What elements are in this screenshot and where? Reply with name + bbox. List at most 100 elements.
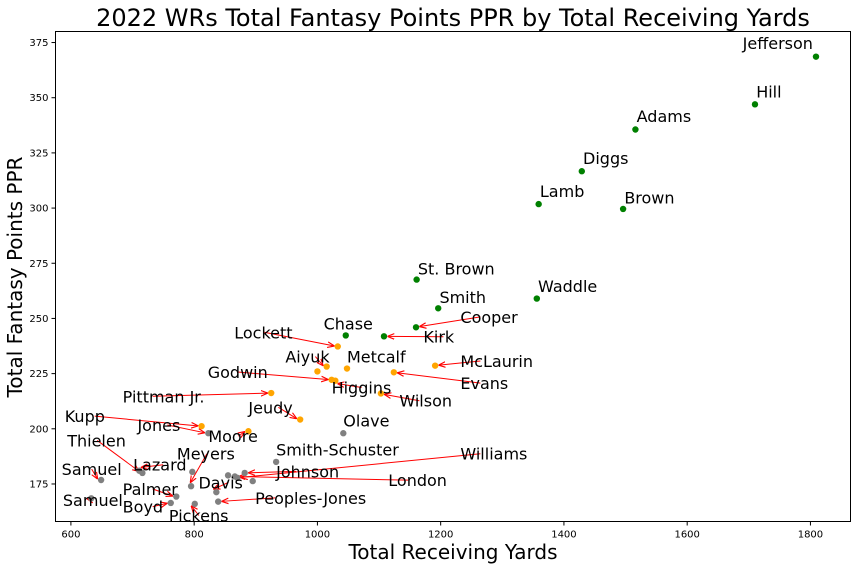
x-tick-label: 1000 — [305, 530, 330, 541]
data-point — [431, 362, 439, 369]
point-label: Smith-Schuster — [276, 440, 399, 459]
annotation-arrow — [91, 468, 98, 478]
data-point — [213, 488, 220, 496]
point-label: Williams — [460, 445, 527, 464]
point-label: Higgins — [332, 378, 392, 397]
y-tick-label: 175 — [29, 479, 48, 490]
point-label: Smith — [439, 288, 486, 307]
annotation-arrow — [238, 432, 244, 436]
point-label: Thielen — [66, 431, 126, 450]
x-tick-label: 1800 — [798, 530, 823, 541]
x-tick-label: 800 — [185, 530, 204, 541]
data-point — [198, 422, 205, 430]
data-point — [380, 333, 388, 340]
point-label: Adams — [637, 107, 692, 126]
annotation-arrow — [420, 316, 481, 327]
point-label: Kirk — [423, 328, 455, 347]
point-label: London — [388, 471, 447, 490]
annotation-arrow — [192, 506, 200, 516]
point-label: McLaurin — [460, 352, 533, 371]
annotation-arrow — [239, 477, 409, 481]
point-label: Chase — [324, 314, 373, 333]
point-label: Peoples-Jones — [255, 489, 366, 508]
data-point — [578, 168, 586, 175]
y-tick-label: 300 — [29, 204, 48, 215]
data-point — [191, 500, 198, 508]
y-tick-label: 375 — [29, 38, 48, 49]
y-tick-label: 250 — [29, 314, 48, 325]
y-tick-label: 325 — [29, 148, 48, 159]
x-axis-label: Total Receiving Yards — [347, 540, 557, 564]
annotation-arrows — [87, 316, 481, 516]
annotation-arrow — [214, 481, 229, 489]
data-point — [241, 469, 248, 477]
point-label: Hill — [756, 83, 781, 102]
point-label: Pickens — [169, 507, 229, 526]
annotation-arrow — [314, 356, 322, 366]
data-point — [323, 363, 330, 370]
point-label: Kupp — [65, 407, 105, 426]
point-label: Samuel — [62, 460, 122, 479]
data-point — [535, 200, 542, 208]
point-label: Waddle — [538, 277, 597, 296]
annotation-arrow — [222, 497, 276, 501]
annotation-arrow — [96, 440, 139, 471]
data-point — [314, 368, 321, 375]
annotation-arrow — [398, 373, 481, 384]
annotation-arrow — [191, 453, 208, 483]
y-tick-label: 275 — [29, 259, 48, 270]
x-tick-label: 1200 — [428, 530, 453, 541]
data-point — [412, 324, 420, 331]
point-label: St. Brown — [418, 259, 495, 278]
data-point — [245, 428, 252, 435]
x-tick-label: 1600 — [674, 530, 699, 541]
annotation-arrow — [241, 453, 481, 478]
data-point — [390, 369, 398, 376]
point-label: Lockett — [234, 323, 292, 342]
y-tick-label: 200 — [29, 424, 48, 435]
annotation-arrow — [152, 393, 268, 397]
data-point — [272, 458, 280, 466]
point-label: Jefferson — [742, 34, 813, 53]
data-point — [435, 305, 442, 312]
data-point — [224, 472, 232, 479]
data-point — [214, 498, 222, 505]
annotation-arrow — [94, 415, 198, 426]
axis-ticks: 600 800 1000 1200 1400 1600 1800 175 200 225 250 27… — [29, 38, 823, 540]
point-label: Cooper — [460, 308, 518, 327]
point-label: Boyd — [123, 498, 163, 517]
point-label: Jeudy — [247, 398, 292, 417]
data-point — [413, 276, 420, 283]
annotation-arrow — [167, 424, 204, 433]
data-point — [343, 365, 351, 372]
annotation-arrow — [237, 371, 328, 379]
point-label: Moore — [208, 427, 257, 446]
annotation-arrow — [152, 503, 167, 506]
y-tick-label: 225 — [29, 369, 48, 380]
data-point — [632, 126, 639, 133]
point-label: Pittman Jr. — [123, 387, 205, 406]
data-point — [187, 482, 195, 490]
point-label: Metcalf — [347, 348, 406, 367]
data-point — [97, 476, 105, 484]
point-label: Evans — [460, 374, 508, 393]
y-axis-label: Total Fantasy Points PPR — [3, 156, 27, 398]
point-label: Brown — [624, 189, 674, 208]
data-point — [340, 430, 347, 437]
data-point — [205, 430, 212, 437]
point-labels: Jefferson Hill Adams Diggs Lamb Brown St. Brow… — [62, 34, 813, 525]
point-label: Godwin — [208, 363, 268, 382]
point-label: Lamb — [540, 182, 584, 201]
data-point — [334, 343, 341, 350]
point-label: Jones — [136, 416, 180, 435]
point-label: Meyers — [177, 445, 235, 464]
point-label: Diggs — [583, 149, 628, 168]
point-label: Wilson — [399, 392, 452, 411]
chart-title: 2022 WRs Total Fantasy Points PPR by Tot… — [96, 4, 810, 32]
data-point — [332, 377, 339, 384]
annotation-arrow — [278, 406, 296, 418]
data-point — [619, 205, 627, 213]
plot-frame — [55, 31, 851, 522]
point-label: Aiyuk — [285, 348, 330, 367]
